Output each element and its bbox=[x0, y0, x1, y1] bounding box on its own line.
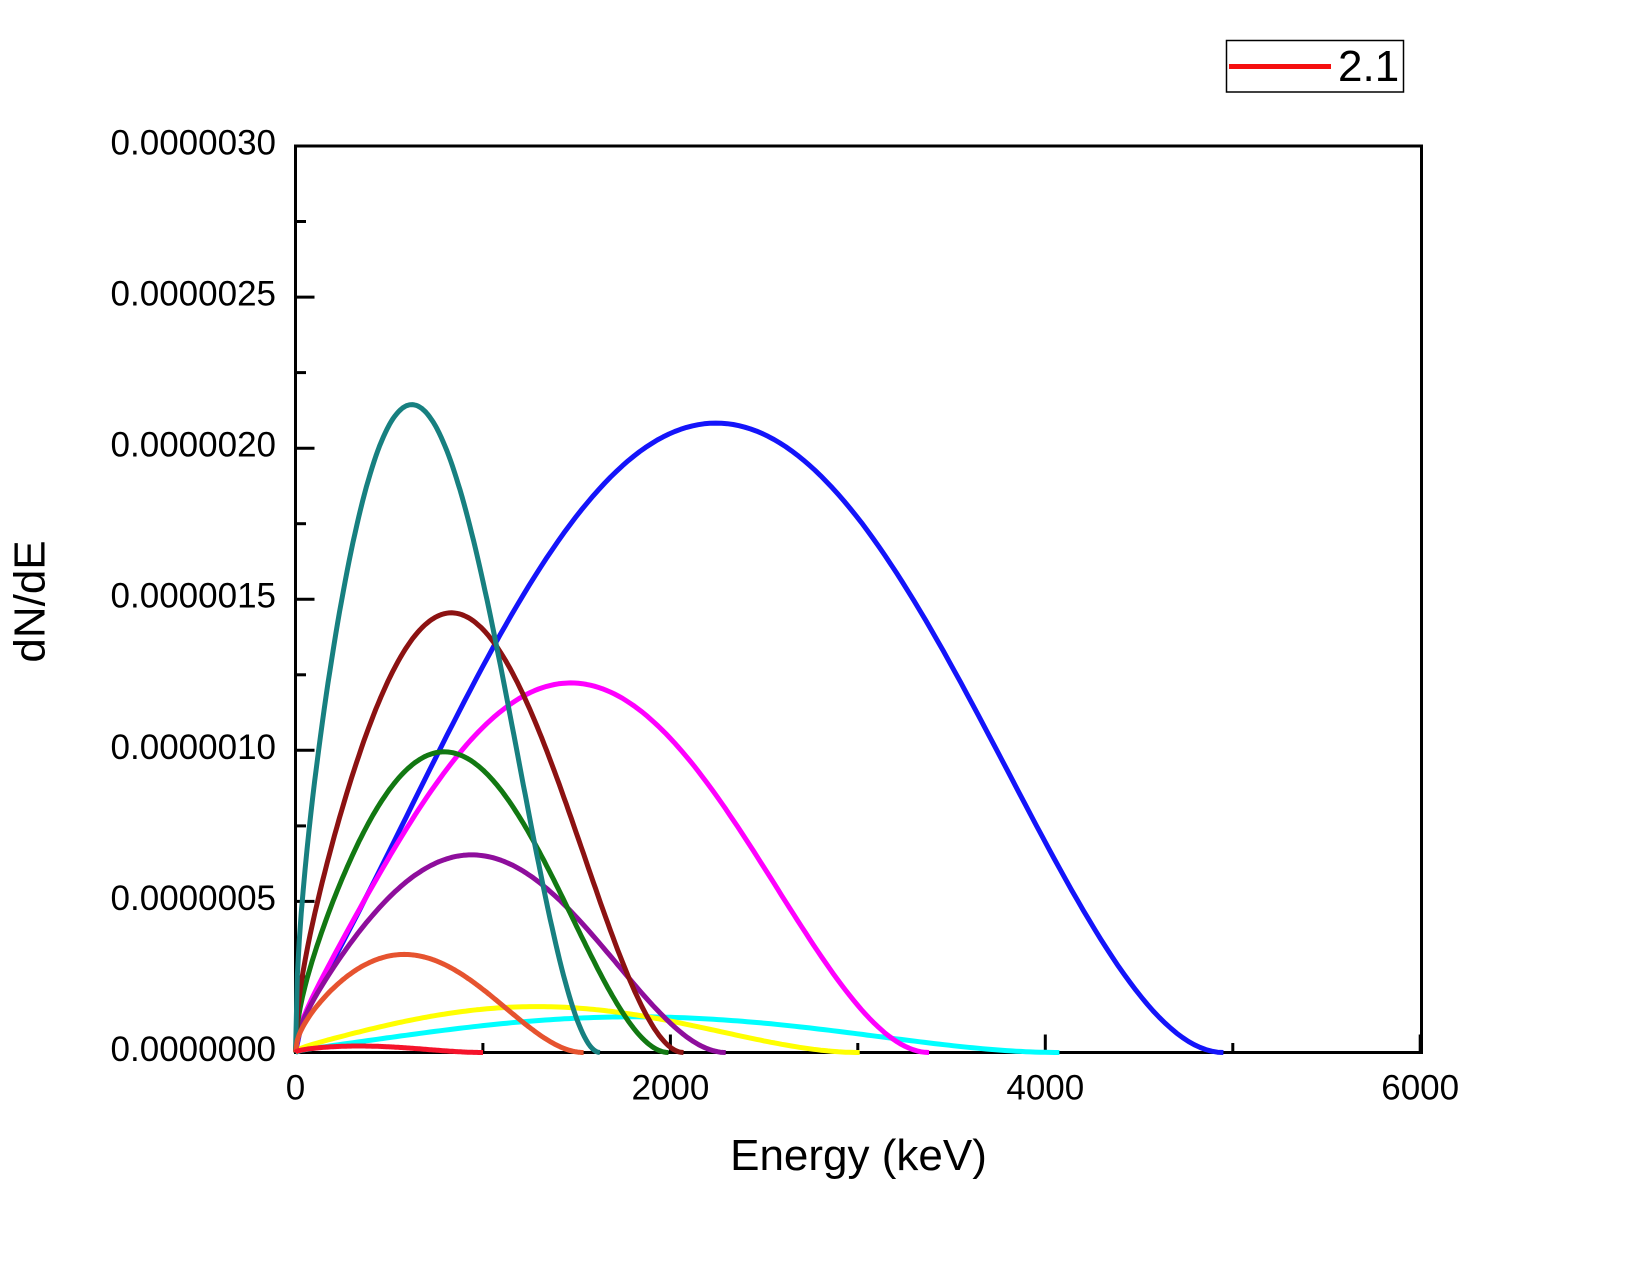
svg-text:0.0000015: 0.0000015 bbox=[111, 577, 276, 616]
svg-text:2.1: 2.1 bbox=[1338, 42, 1399, 91]
svg-text:0.0000005: 0.0000005 bbox=[111, 879, 276, 918]
svg-text:0.0000000: 0.0000000 bbox=[111, 1030, 276, 1069]
svg-text:dN/dE: dN/dE bbox=[6, 540, 55, 662]
svg-text:0: 0 bbox=[286, 1069, 305, 1108]
svg-text:0.0000030: 0.0000030 bbox=[111, 124, 276, 163]
svg-text:0.0000010: 0.0000010 bbox=[111, 728, 276, 767]
svg-text:4000: 4000 bbox=[1006, 1069, 1084, 1108]
svg-text:0.0000025: 0.0000025 bbox=[111, 275, 276, 314]
svg-text:0.0000020: 0.0000020 bbox=[111, 426, 276, 465]
svg-text:6000: 6000 bbox=[1381, 1069, 1459, 1108]
svg-text:2000: 2000 bbox=[631, 1069, 709, 1108]
svg-text:Energy (keV): Energy (keV) bbox=[730, 1131, 987, 1180]
